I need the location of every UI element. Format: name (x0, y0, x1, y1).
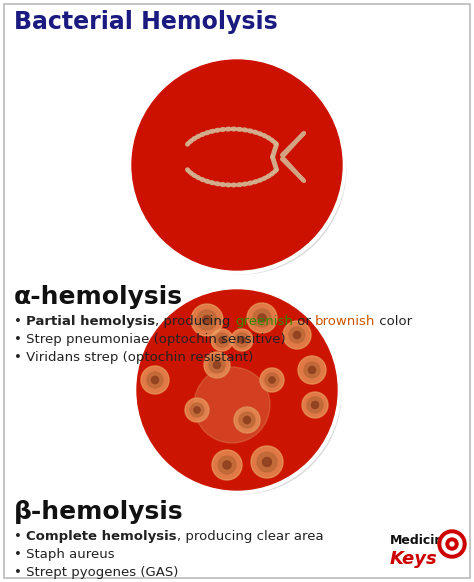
Text: •: • (14, 315, 26, 328)
Text: • Strep pneumoniae (optochin sensitive): • Strep pneumoniae (optochin sensitive) (14, 333, 286, 346)
Circle shape (190, 403, 204, 417)
Circle shape (194, 407, 200, 413)
Circle shape (307, 397, 323, 413)
Text: •: • (14, 530, 26, 543)
Circle shape (218, 456, 236, 474)
Circle shape (283, 321, 311, 349)
Circle shape (213, 361, 220, 368)
Circle shape (215, 333, 229, 347)
Text: Complete hemolysis: Complete hemolysis (26, 530, 177, 543)
Text: , producing clear area: , producing clear area (177, 530, 323, 543)
Circle shape (235, 333, 249, 347)
Circle shape (209, 357, 225, 373)
Circle shape (212, 450, 242, 480)
Circle shape (244, 416, 251, 424)
Circle shape (304, 362, 320, 378)
Circle shape (302, 392, 328, 418)
Circle shape (137, 290, 337, 490)
Circle shape (151, 377, 159, 384)
Text: Bacterial Hemolysis: Bacterial Hemolysis (14, 10, 278, 34)
Circle shape (234, 407, 260, 433)
Circle shape (231, 329, 253, 351)
Circle shape (132, 60, 342, 270)
Circle shape (194, 367, 270, 443)
Circle shape (219, 337, 225, 343)
Circle shape (185, 398, 209, 422)
Circle shape (253, 309, 271, 327)
Text: , producing: , producing (155, 315, 235, 328)
Circle shape (136, 64, 346, 274)
Text: α-hemolysis: α-hemolysis (14, 285, 183, 309)
Circle shape (202, 315, 211, 325)
Circle shape (438, 530, 466, 558)
Circle shape (239, 412, 255, 428)
Text: Medicine: Medicine (390, 534, 453, 547)
Text: brownish: brownish (315, 315, 375, 328)
Circle shape (311, 402, 319, 409)
Circle shape (446, 538, 458, 550)
Circle shape (191, 304, 223, 336)
Text: or: or (293, 315, 315, 328)
Text: color: color (375, 315, 412, 328)
Circle shape (251, 446, 283, 478)
Text: • Staph aureus: • Staph aureus (14, 548, 115, 561)
Circle shape (211, 329, 233, 351)
Text: Keys: Keys (390, 550, 438, 568)
Circle shape (289, 327, 305, 343)
Circle shape (258, 314, 266, 322)
Circle shape (298, 356, 326, 384)
Text: greenish: greenish (235, 315, 293, 328)
Text: β-hemolysis: β-hemolysis (14, 500, 183, 524)
Text: Partial hemolysis: Partial hemolysis (26, 315, 155, 328)
Circle shape (450, 542, 454, 546)
Circle shape (293, 331, 301, 339)
Circle shape (265, 373, 279, 387)
Text: • Viridans strep (optochin resistant): • Viridans strep (optochin resistant) (14, 351, 254, 364)
Circle shape (263, 457, 272, 467)
Text: • Strept pyogenes (GAS): • Strept pyogenes (GAS) (14, 566, 178, 579)
Circle shape (247, 303, 277, 333)
Circle shape (141, 366, 169, 394)
Circle shape (269, 377, 275, 383)
Circle shape (204, 352, 230, 378)
Circle shape (260, 368, 284, 392)
Circle shape (223, 461, 231, 469)
Circle shape (197, 310, 217, 330)
Circle shape (147, 372, 163, 388)
Circle shape (442, 534, 462, 554)
Circle shape (133, 286, 341, 494)
Circle shape (257, 452, 277, 472)
Circle shape (128, 56, 346, 274)
Circle shape (239, 337, 245, 343)
Circle shape (141, 294, 341, 494)
Circle shape (309, 367, 316, 374)
